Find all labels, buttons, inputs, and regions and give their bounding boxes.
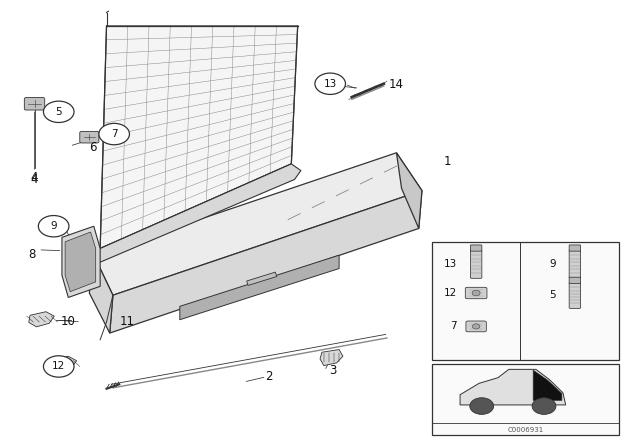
Polygon shape — [51, 356, 77, 371]
FancyBboxPatch shape — [24, 98, 45, 110]
Text: 5: 5 — [549, 290, 556, 300]
FancyBboxPatch shape — [569, 277, 580, 284]
Polygon shape — [65, 232, 96, 292]
FancyBboxPatch shape — [470, 250, 482, 278]
Circle shape — [472, 324, 480, 329]
Polygon shape — [246, 272, 276, 285]
Circle shape — [44, 356, 74, 377]
Polygon shape — [109, 190, 422, 333]
FancyBboxPatch shape — [431, 364, 620, 435]
Text: 1: 1 — [444, 155, 451, 168]
FancyBboxPatch shape — [80, 131, 99, 143]
Circle shape — [44, 101, 74, 122]
Text: 5: 5 — [56, 107, 62, 117]
Text: 7: 7 — [111, 129, 118, 139]
Polygon shape — [320, 349, 343, 366]
Circle shape — [470, 398, 493, 414]
Text: 4: 4 — [31, 173, 38, 186]
Polygon shape — [94, 164, 301, 264]
FancyBboxPatch shape — [465, 287, 487, 299]
Text: 12: 12 — [444, 288, 457, 298]
Polygon shape — [94, 153, 422, 295]
Polygon shape — [533, 370, 562, 401]
Text: 10: 10 — [61, 315, 76, 328]
Text: 13: 13 — [324, 79, 337, 89]
Text: 14: 14 — [389, 78, 404, 91]
Text: 3: 3 — [329, 364, 337, 377]
Text: 8: 8 — [28, 248, 36, 261]
Circle shape — [472, 290, 480, 296]
Text: 4: 4 — [31, 171, 38, 184]
FancyBboxPatch shape — [466, 321, 486, 332]
Polygon shape — [180, 255, 339, 320]
Text: 13: 13 — [444, 259, 457, 269]
FancyBboxPatch shape — [569, 282, 580, 308]
Text: 9: 9 — [549, 259, 556, 269]
FancyBboxPatch shape — [470, 245, 482, 251]
Circle shape — [532, 398, 556, 414]
Polygon shape — [396, 153, 422, 228]
Text: 11: 11 — [120, 314, 134, 327]
Polygon shape — [62, 226, 100, 297]
Circle shape — [38, 215, 69, 237]
Text: 6: 6 — [89, 141, 96, 154]
FancyBboxPatch shape — [569, 250, 580, 278]
Circle shape — [99, 123, 129, 145]
FancyBboxPatch shape — [569, 245, 580, 251]
Polygon shape — [460, 369, 566, 405]
Polygon shape — [90, 255, 113, 333]
Polygon shape — [100, 26, 298, 249]
FancyBboxPatch shape — [431, 242, 620, 360]
Circle shape — [315, 73, 346, 95]
Text: 7: 7 — [451, 321, 457, 332]
Text: 9: 9 — [51, 221, 57, 231]
Text: 2: 2 — [265, 370, 273, 383]
Text: 12: 12 — [52, 362, 65, 371]
Text: C0006931: C0006931 — [508, 427, 543, 433]
Polygon shape — [29, 312, 54, 327]
